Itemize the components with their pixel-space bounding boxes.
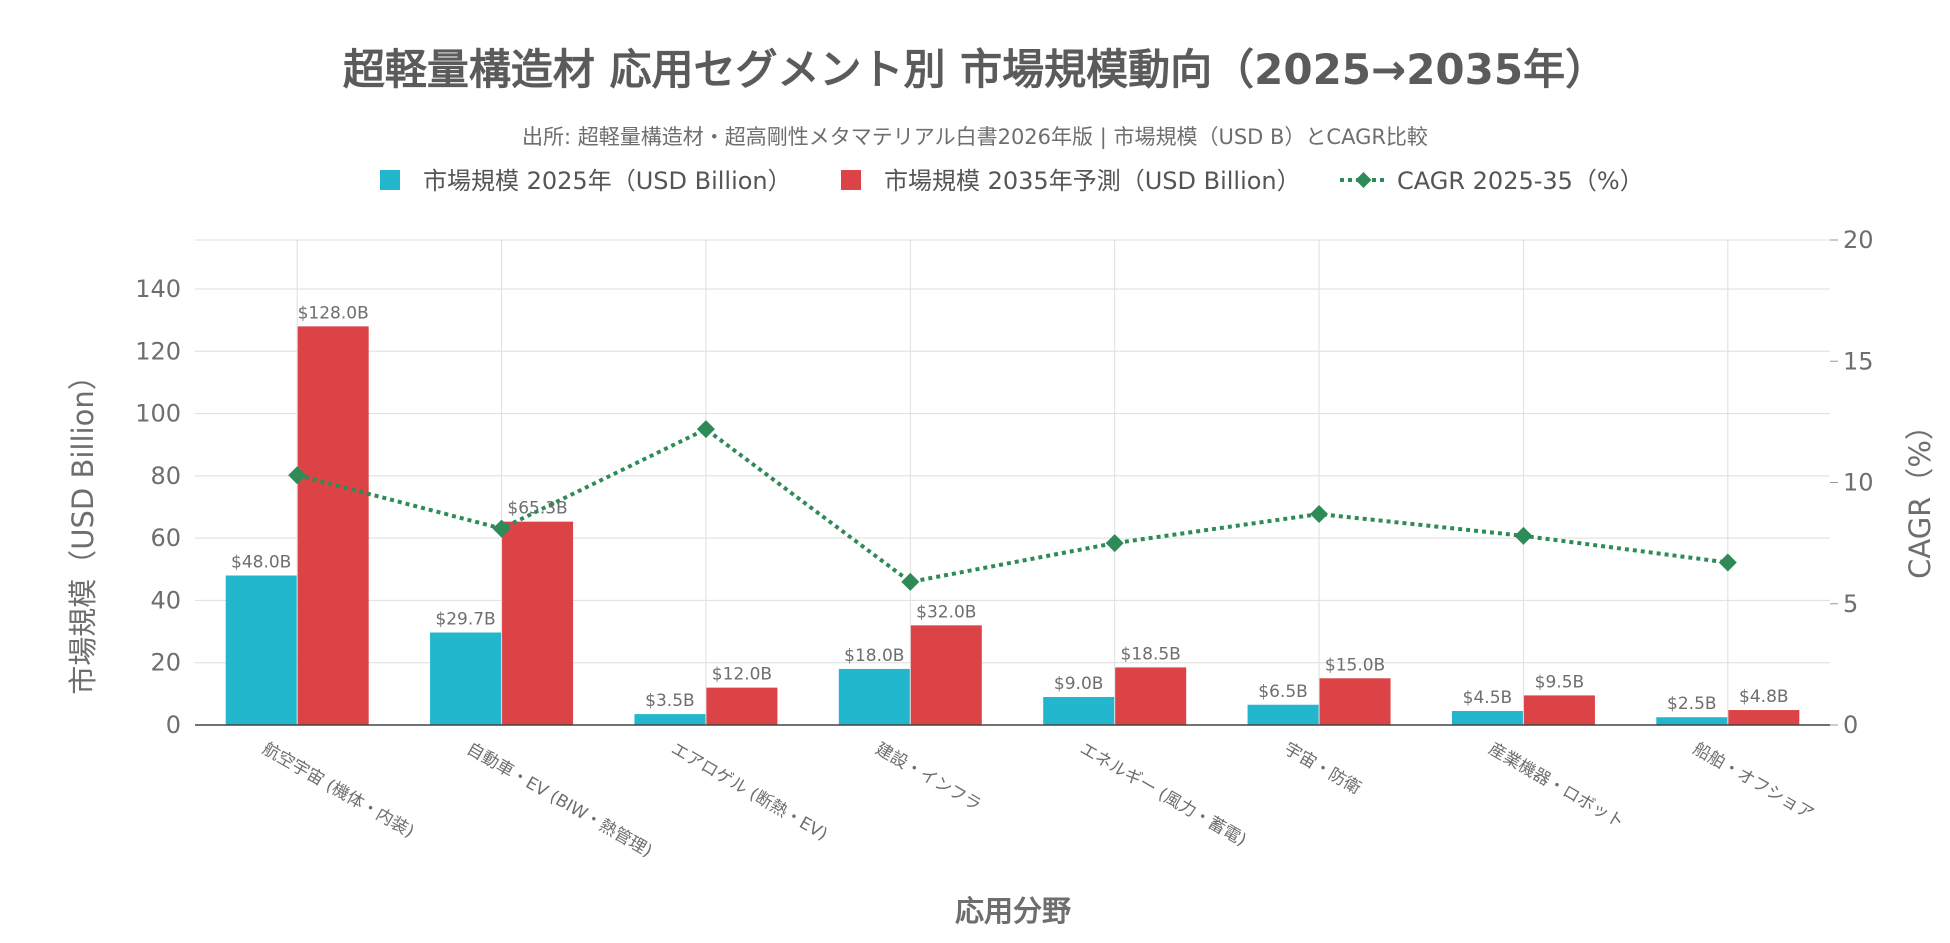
bar-2025 [634, 714, 706, 725]
cagr-point [1514, 526, 1533, 545]
bar-2035 [502, 521, 574, 725]
x-axis-ticks: 航空宇宙 (機体・内装) 自動車・EV (BIW・熱管理) エアロゲル (断熱・EV… [259, 739, 1817, 862]
y2-tick-label: 0 [1843, 711, 1858, 739]
cagr-point [1105, 534, 1124, 553]
bar-label-2025: $29.7B [435, 610, 495, 630]
legend-label-2025: 市場規模 2025年（USD Billion） [423, 167, 792, 195]
y2-tick-label: 20 [1843, 226, 1874, 254]
bar-2035 [706, 687, 778, 725]
y2-tick-label: 10 [1843, 469, 1874, 497]
bar-label-2035: $4.8B [1739, 687, 1789, 707]
legend-label-2035: 市場規模 2035年予測（USD Billion） [884, 167, 1301, 195]
cagr-point [901, 572, 920, 591]
bar-label-2025: $9.0B [1054, 674, 1104, 694]
x-tick-label: エアロゲル (断熱・EV) [667, 739, 830, 845]
bar-label-2035: $12.0B [712, 665, 772, 685]
bar-2025 [225, 575, 297, 725]
y-tick-label: 0 [166, 711, 181, 739]
legend-swatch-2035 [841, 170, 861, 190]
cagr-point [288, 466, 307, 485]
x-tick-label: エネルギー (風力・蓄電) [1076, 739, 1249, 851]
y-tick-label: 120 [135, 337, 181, 365]
gridlines [195, 239, 1830, 725]
y-tick-label: 60 [150, 524, 181, 552]
bar-2025 [1043, 696, 1115, 725]
bar-label-2025: $48.0B [231, 553, 291, 573]
legend-marker-cagr [1355, 172, 1372, 188]
cagr-point [1310, 505, 1329, 524]
legend: 市場規模 2025年（USD Billion） 市場規模 2035年予測（USD… [380, 167, 1644, 195]
chart-subtitle: 出所: 超軽量構造材・超高剛性メタマテリアル白書2026年版 | 市場規模（US… [522, 125, 1428, 150]
x-tick-label: 産業機器・ロボット [1485, 739, 1628, 833]
bar-2035 [297, 326, 369, 725]
bar-2035 [1115, 667, 1187, 725]
y2-tick-label: 15 [1843, 347, 1874, 375]
cagr-point [696, 420, 715, 439]
bar-2035 [910, 625, 982, 725]
cagr-point [1718, 553, 1737, 572]
bar-label-2025: $6.5B [1258, 682, 1308, 702]
legend-label-cagr: CAGR 2025-35（%） [1397, 167, 1644, 195]
bar-2025 [1247, 704, 1319, 725]
bars: $48.0B $128.0B $29.7B $65.3B $3.5B $12.0B $18.… [225, 303, 1800, 725]
chart-title: 超軽量構造材 応用セグメント別 市場規模動向（2025→2035年） [343, 45, 1607, 94]
x-tick-label: 建設・インフラ [872, 739, 985, 816]
y-tick-label: 140 [135, 275, 181, 303]
bar-label-2035: $9.5B [1535, 672, 1585, 692]
bar-2035 [1728, 710, 1800, 725]
x-tick-label: 自動車・EV (BIW・熱管理) [463, 739, 655, 862]
bar-label-2035: $15.0B [1325, 655, 1385, 675]
bar-2025 [1656, 717, 1728, 725]
y-axis-title: 市場規模（USD Billion） [66, 361, 100, 694]
bar-label-2035: $128.0B [298, 303, 369, 323]
x-tick-label: 航空宇宙 (機体・内装) [259, 739, 418, 842]
bar-2035 [1523, 695, 1595, 725]
bar-2025 [1451, 710, 1523, 725]
y2-tick-label: 5 [1843, 590, 1858, 618]
bar-label-2035: $65.3B [507, 499, 567, 519]
right-axis-ticks: 0 5 10 15 20 [1830, 226, 1874, 739]
cagr-point [492, 519, 511, 538]
bar-2035 [1319, 678, 1391, 725]
left-axis-ticks: 0 20 40 60 80 100 120 140 [135, 275, 181, 739]
legend-swatch-2025 [380, 170, 400, 190]
cagr-series [288, 420, 1737, 591]
y-tick-label: 100 [135, 400, 181, 428]
bar-label-2025: $4.5B [1463, 688, 1513, 708]
bar-label-2035: $18.5B [1121, 644, 1181, 664]
bar-2025 [838, 668, 910, 725]
y-tick-label: 40 [150, 586, 181, 614]
bar-label-2025: $3.5B [645, 691, 695, 711]
y-tick-label: 20 [150, 649, 181, 677]
bar-2025 [430, 632, 502, 725]
cagr-line [296, 426, 1729, 585]
x-tick-label: 宇宙・防衛 [1281, 739, 1365, 799]
bar-label-2035: $32.0B [916, 602, 976, 622]
bar-label-2025: $18.0B [844, 646, 904, 666]
y2-axis-title: CAGR（%） [1903, 411, 1937, 579]
bar-label-2025: $2.5B [1667, 694, 1717, 714]
x-tick-label: 船舶・オフショア [1689, 739, 1817, 824]
x-axis-title: 応用分野 [955, 894, 1071, 928]
y-tick-label: 80 [150, 462, 181, 490]
